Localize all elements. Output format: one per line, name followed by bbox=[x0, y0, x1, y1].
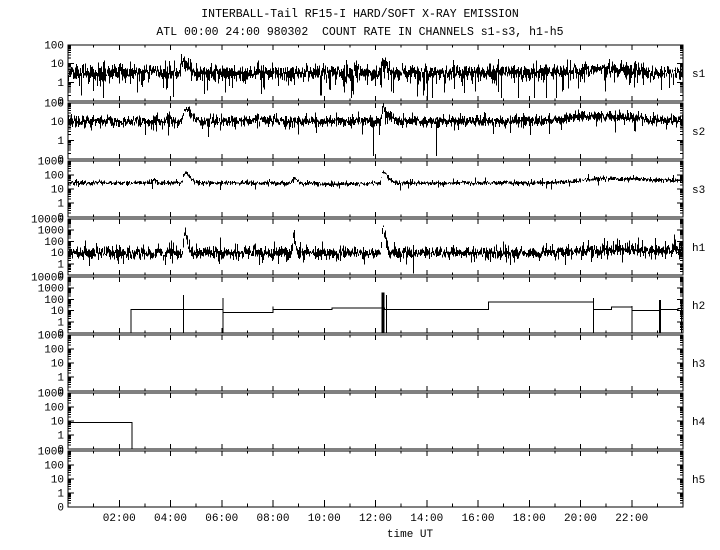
chart-subtitle: ATL 00:00 24:00 980302 COUNT RATE IN CHA… bbox=[156, 26, 563, 39]
y-tick-label: 1 bbox=[57, 489, 64, 501]
y-tick-label: 10 bbox=[51, 306, 64, 318]
trace-h2 bbox=[68, 294, 683, 334]
x-tick-label: 18:00 bbox=[513, 513, 546, 525]
y-tick-label: 1000 bbox=[38, 226, 64, 238]
axis-ticks bbox=[68, 276, 683, 334]
y-tick-label: 100 bbox=[44, 237, 64, 249]
y-tick-label: 1000 bbox=[38, 389, 64, 401]
y-tick-label: 0 bbox=[57, 213, 64, 225]
axis-ticks bbox=[68, 392, 683, 450]
y-tick-label: 10 bbox=[51, 248, 64, 260]
panel-border bbox=[67, 160, 684, 218]
y-tick-label: 100 bbox=[44, 461, 64, 473]
x-tick-label: 08:00 bbox=[256, 513, 289, 525]
channel-label-h4: h4 bbox=[692, 417, 706, 429]
y-tick-label: 1 bbox=[57, 199, 64, 211]
y-tick-label: 100 bbox=[44, 99, 64, 111]
y-tick-label: 10 bbox=[51, 475, 64, 487]
trace-s3 bbox=[68, 170, 683, 191]
x-tick-label: 14:00 bbox=[410, 513, 443, 525]
y-tick-label: 0 bbox=[57, 387, 64, 399]
axis-ticks bbox=[68, 102, 683, 160]
panel-border bbox=[67, 450, 684, 508]
panel-border bbox=[67, 102, 684, 160]
y-tick-label: 10000 bbox=[31, 273, 64, 285]
y-tick-label: 10 bbox=[51, 417, 64, 429]
trace-h4 bbox=[68, 421, 683, 450]
trace-h1 bbox=[68, 225, 683, 274]
y-tick-label: 10 bbox=[51, 59, 64, 71]
y-tick-label: 0 bbox=[57, 445, 64, 457]
y-tick-label: 100 bbox=[44, 171, 64, 183]
panel-border bbox=[67, 334, 684, 392]
y-tick-label: 1 bbox=[57, 78, 64, 90]
trace-s1 bbox=[68, 53, 683, 101]
channel-label-s2: s2 bbox=[692, 127, 705, 139]
x-tick-label: 12:00 bbox=[359, 513, 392, 525]
channel-label-s1: s1 bbox=[692, 69, 706, 81]
y-tick-label: 1 bbox=[57, 136, 64, 148]
axis-ticks bbox=[68, 334, 683, 392]
y-tick-label: 100 bbox=[44, 345, 64, 357]
axis-ticks bbox=[68, 450, 683, 508]
y-tick-label: 0 bbox=[57, 155, 64, 167]
y-tick-label: 100 bbox=[44, 41, 64, 53]
y-tick-label: 0 bbox=[57, 329, 64, 341]
y-tick-label: 100 bbox=[44, 295, 64, 307]
y-tick-label: 1 bbox=[57, 259, 64, 271]
y-tick-label: 1000 bbox=[38, 447, 64, 459]
y-tick-label: 0 bbox=[57, 271, 64, 283]
y-tick-label: 0 bbox=[57, 97, 64, 109]
x-tick-label: 10:00 bbox=[308, 513, 341, 525]
x-axis-label: time UT bbox=[387, 529, 434, 541]
x-tick-label: 16:00 bbox=[461, 513, 494, 525]
y-tick-label: 10000 bbox=[31, 215, 64, 227]
channel-label-h1: h1 bbox=[692, 243, 706, 255]
y-tick-label: 1000 bbox=[38, 157, 64, 169]
x-tick-label: 04:00 bbox=[154, 513, 187, 525]
trace-s2 bbox=[68, 103, 683, 157]
channel-label-h2: h2 bbox=[692, 301, 705, 313]
channel-label-h3: h3 bbox=[692, 359, 705, 371]
y-tick-label: 0 bbox=[57, 503, 64, 515]
x-tick-label: 20:00 bbox=[564, 513, 597, 525]
y-tick-label: 100 bbox=[44, 403, 64, 415]
chart-title: INTERBALL-Tail RF15-I HARD/SOFT X-RAY EM… bbox=[201, 8, 518, 21]
channel-label-s3: s3 bbox=[692, 185, 705, 197]
x-tick-label: 06:00 bbox=[205, 513, 238, 525]
panels-group: 1001010s11001010s210001001010s3100001000… bbox=[31, 41, 706, 526]
y-tick-label: 1000 bbox=[38, 284, 64, 296]
y-tick-label: 1 bbox=[57, 373, 64, 385]
y-tick-label: 10 bbox=[51, 359, 64, 371]
axis-ticks bbox=[68, 44, 683, 102]
panel-border bbox=[67, 276, 684, 334]
x-tick-label: 02:00 bbox=[103, 513, 136, 525]
y-tick-label: 1000 bbox=[38, 331, 64, 343]
y-tick-label: 10 bbox=[51, 117, 64, 129]
channel-label-h5: h5 bbox=[692, 475, 705, 487]
y-tick-label: 1 bbox=[57, 431, 64, 443]
axis-ticks bbox=[68, 160, 683, 218]
y-tick-label: 10 bbox=[51, 185, 64, 197]
panel-border bbox=[67, 392, 684, 450]
y-tick-label: 1 bbox=[57, 317, 64, 329]
x-tick-label: 22:00 bbox=[615, 513, 648, 525]
